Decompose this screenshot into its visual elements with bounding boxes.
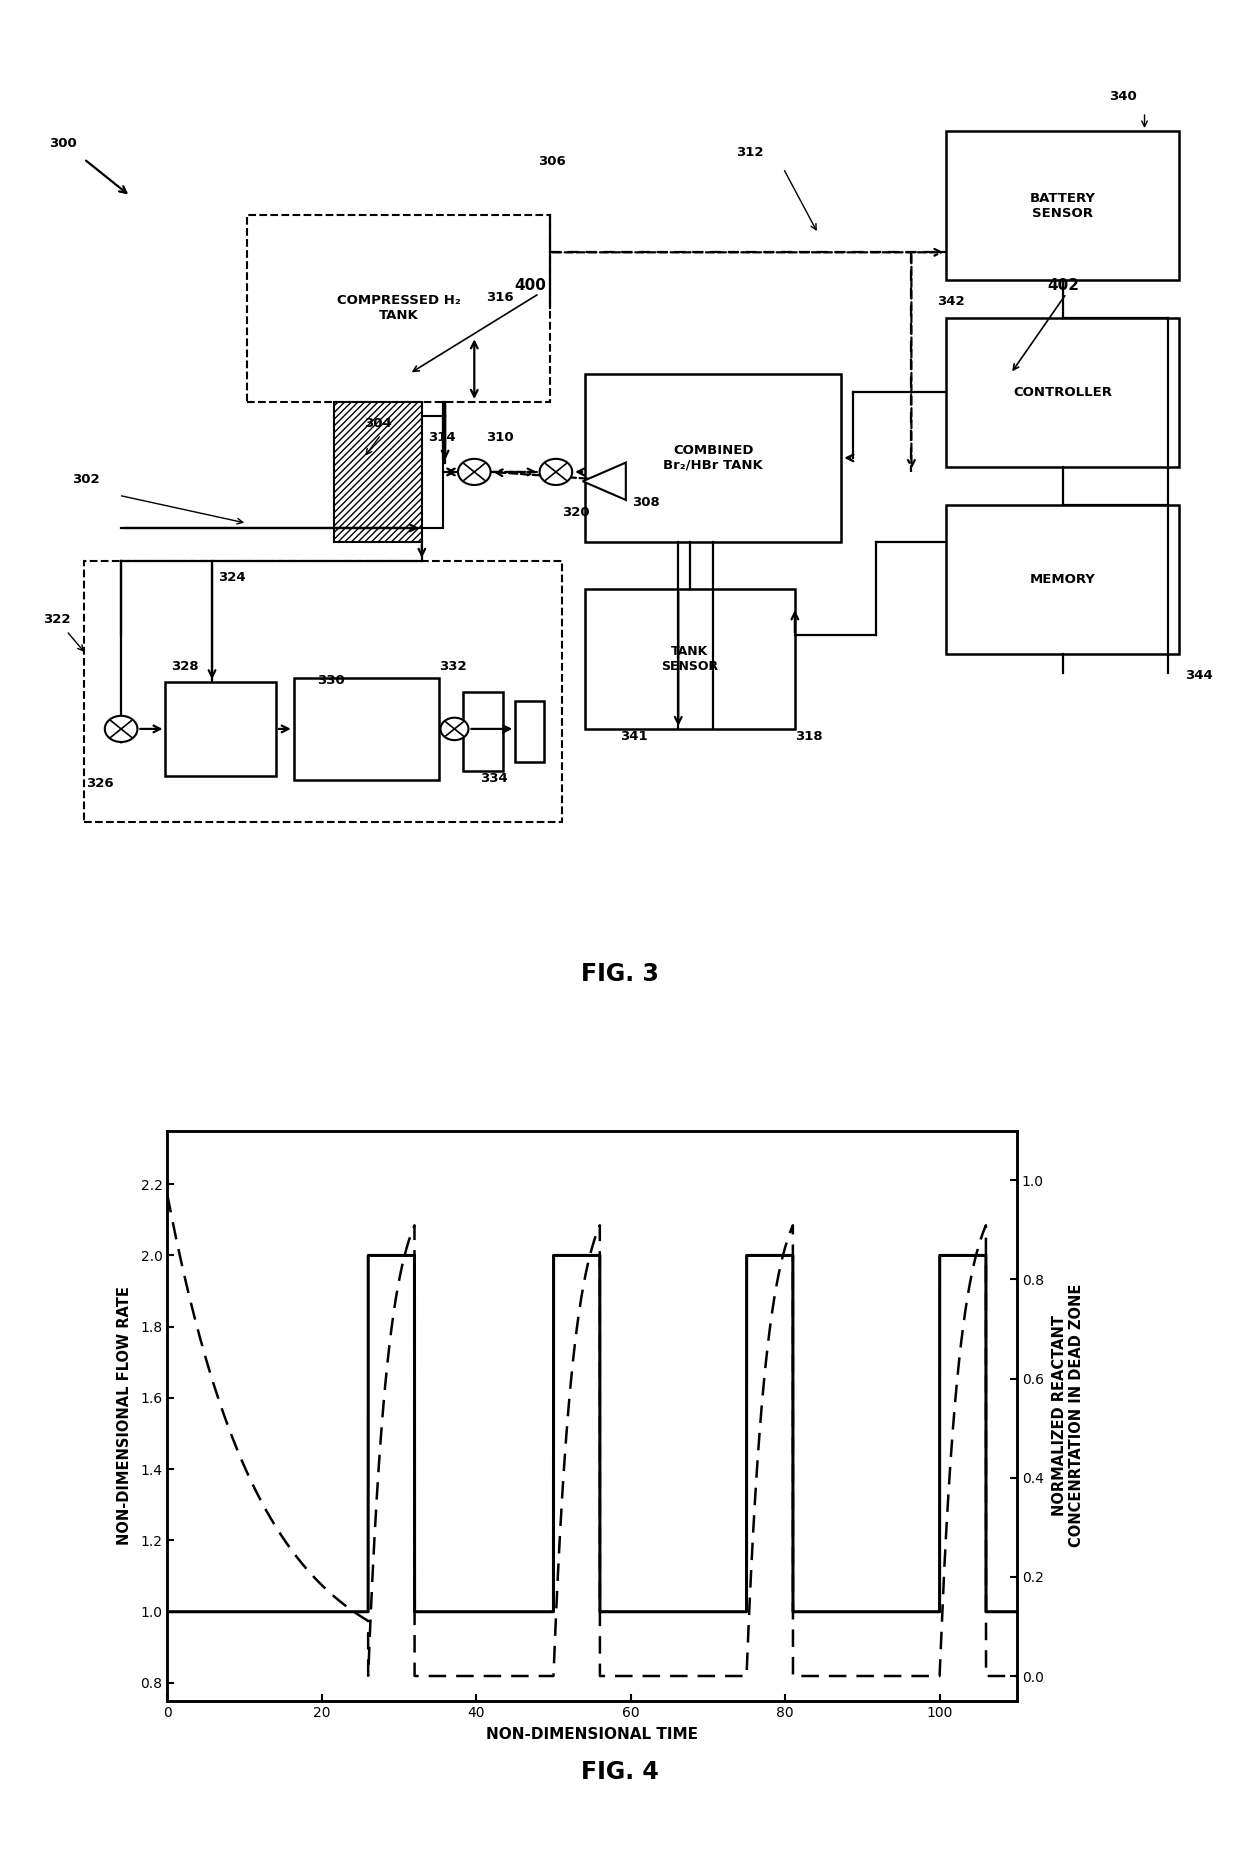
Text: 342: 342 — [937, 295, 965, 308]
Text: BATTERY
SENSOR: BATTERY SENSOR — [1030, 193, 1096, 219]
Text: 330: 330 — [317, 675, 345, 686]
Text: FIG. 3: FIG. 3 — [582, 963, 658, 987]
Text: 400: 400 — [515, 278, 547, 293]
Text: 402: 402 — [1048, 278, 1080, 293]
Text: TANK
SENSOR: TANK SENSOR — [661, 645, 718, 673]
Text: MEMORY: MEMORY — [1030, 574, 1096, 585]
Text: 334: 334 — [480, 772, 508, 785]
Text: COMBINED
Br₂/HBr TANK: COMBINED Br₂/HBr TANK — [663, 445, 763, 471]
Text: 328: 328 — [171, 660, 198, 673]
Text: 316: 316 — [486, 292, 513, 303]
Bar — [247, 215, 551, 402]
Bar — [585, 589, 795, 729]
Y-axis label: NON-DIMENSIONAL FLOW RATE: NON-DIMENSIONAL FLOW RATE — [117, 1286, 133, 1546]
Text: 300: 300 — [48, 136, 77, 150]
Text: 322: 322 — [43, 613, 71, 626]
Text: 324: 324 — [218, 572, 246, 583]
Text: 314: 314 — [428, 432, 455, 443]
Text: 320: 320 — [562, 506, 589, 518]
Text: COMPRESSED H₂
TANK: COMPRESSED H₂ TANK — [337, 295, 460, 321]
Text: 326: 326 — [86, 778, 114, 789]
Text: 302: 302 — [72, 473, 99, 486]
Bar — [294, 677, 439, 781]
Circle shape — [105, 716, 138, 742]
Y-axis label: NORMALIZED REACTANT
CONCENRTATION IN DEAD ZONE: NORMALIZED REACTANT CONCENRTATION IN DEA… — [1052, 1284, 1085, 1548]
Text: 308: 308 — [631, 497, 660, 508]
Circle shape — [440, 718, 469, 740]
Bar — [165, 682, 277, 776]
Bar — [946, 318, 1179, 467]
Bar — [946, 131, 1179, 280]
Bar — [463, 692, 503, 770]
Circle shape — [458, 458, 491, 484]
Text: 332: 332 — [439, 660, 467, 673]
Bar — [946, 505, 1179, 654]
Text: 344: 344 — [1185, 669, 1213, 682]
Text: 310: 310 — [486, 432, 513, 443]
Polygon shape — [583, 462, 626, 499]
Text: 312: 312 — [737, 146, 764, 159]
Bar — [84, 561, 562, 822]
Text: 304: 304 — [363, 417, 392, 430]
Circle shape — [539, 458, 572, 484]
Bar — [515, 701, 544, 763]
Text: FIG. 4: FIG. 4 — [582, 1761, 658, 1785]
Bar — [585, 374, 842, 542]
Text: 306: 306 — [538, 155, 567, 168]
Text: 340: 340 — [1110, 90, 1137, 103]
Text: 341: 341 — [620, 731, 647, 742]
Bar — [422, 415, 443, 527]
Text: 318: 318 — [795, 731, 822, 742]
Bar — [335, 402, 422, 542]
X-axis label: NON-DIMENSIONAL TIME: NON-DIMENSIONAL TIME — [486, 1727, 698, 1742]
Text: CONTROLLER: CONTROLLER — [1013, 387, 1112, 398]
